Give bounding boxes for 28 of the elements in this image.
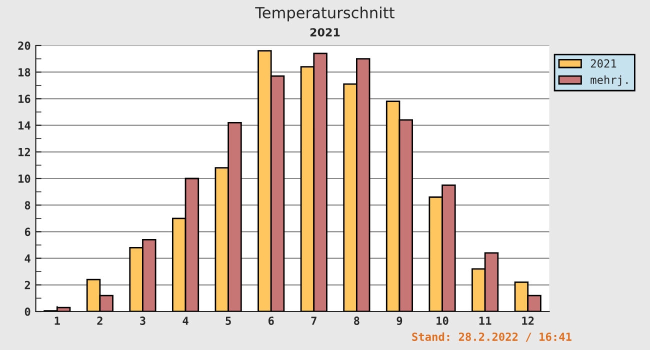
y-tick-label: 18: [18, 68, 30, 76]
x-tick-label: 2: [97, 316, 102, 325]
text: Stand: 28.2.2022 / 16:41: [412, 332, 572, 342]
x-tick-label: 6: [268, 316, 274, 325]
y-tick-label: 2: [24, 280, 30, 290]
x-tick-label: 4: [182, 316, 188, 325]
chart-title: Temperaturschnitt: [255, 6, 394, 22]
x-tick-label: 11: [479, 316, 492, 325]
legend-label: 2021: [590, 59, 616, 68]
y-tick-label: 14: [18, 121, 30, 130]
x-tick-label: 12: [522, 316, 534, 325]
y-tick-label: 6: [24, 228, 30, 236]
y-tick-label: 4: [24, 254, 30, 263]
legend-label: mehrj.: [590, 75, 628, 86]
x-tick-label: 9: [396, 316, 402, 326]
y-tick-label: 8: [24, 201, 30, 210]
y-tick-label: 10: [18, 174, 30, 183]
y-tick-label: 16: [18, 94, 30, 104]
x-tick-label: 3: [140, 316, 146, 325]
x-tick-label: 5: [226, 316, 231, 325]
x-tick-label: 10: [436, 316, 448, 325]
y-tick-label: 12: [18, 148, 30, 156]
x-tick-label: 7: [311, 316, 316, 325]
chart-subtitle: 2021: [310, 28, 340, 36]
x-tick-label: 1: [54, 316, 60, 325]
x-tick-label: 8: [354, 316, 360, 325]
y-tick-label: 20: [18, 41, 30, 50]
y-tick-label: 0: [24, 307, 30, 316]
